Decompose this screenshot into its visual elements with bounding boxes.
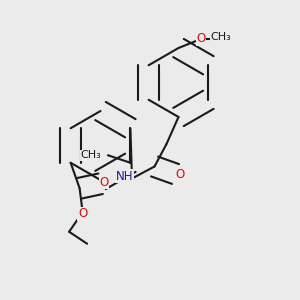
Text: CH₃: CH₃ (210, 32, 231, 43)
Text: O: O (176, 167, 184, 181)
Text: CH₃: CH₃ (80, 150, 101, 160)
Text: O: O (196, 32, 206, 46)
Text: NH: NH (116, 169, 133, 183)
Text: O: O (100, 176, 109, 189)
Text: O: O (78, 207, 87, 220)
